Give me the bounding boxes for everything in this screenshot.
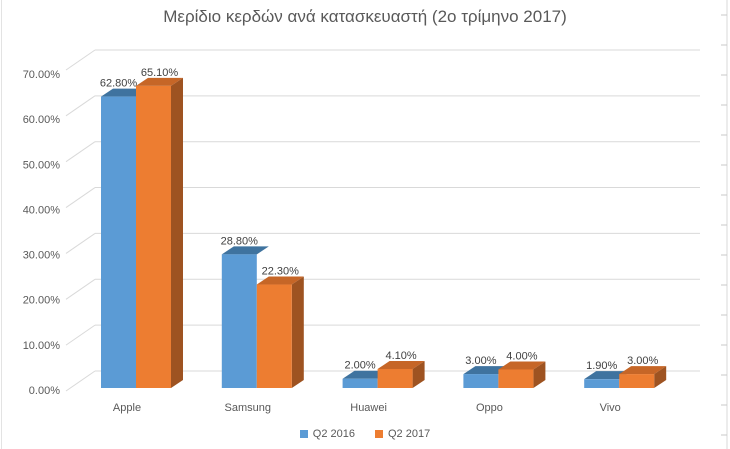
category-label-oppo: Oppo [476,402,503,414]
data-label-oppo-q2-2017: 4.00% [506,350,537,362]
gridline-depth-stub [65,95,96,117]
legend-marker-q2-2016 [299,430,308,438]
gridline-depth-stub [65,49,96,71]
legend-label-q2-2016: Q2 2016 [312,428,355,440]
gridline-depth-stub [65,187,96,208]
bar-side-samsung-q2-2017 [291,276,304,388]
bar-oppo-q2-2017[interactable] [498,369,534,388]
data-label-apple-q2-2017: 65.10% [141,67,179,79]
bar-top-huawei-q2-2017 [377,360,425,369]
gridline-depth-stub [65,370,96,392]
legend-label-q2-2017: Q2 2017 [388,428,431,440]
bar-vivo-q2-2016[interactable] [584,379,620,388]
legend: Q2 2016 Q2 2017 [0,428,730,440]
bar-samsung-q2-2016[interactable] [221,254,257,388]
data-label-oppo-q2-2016: 3.00% [465,355,496,367]
bar-huawei-q2-2016[interactable] [342,378,378,388]
y-tick-label: 50.00% [23,159,61,171]
bar-top-oppo-q2-2017 [498,361,546,370]
bar-top-apple-q2-2017 [136,77,183,86]
y-tick-label: 0.00% [29,385,60,397]
data-label-huawei-q2-2017: 4.10% [385,350,416,362]
bar-samsung-q2-2017[interactable] [256,284,292,388]
legend-marker-q2-2017 [375,430,383,438]
gridline-depth-stub [65,324,96,346]
y-tick-label: 70.00% [23,69,61,81]
gridline-depth-stub [65,141,96,163]
bar-side-huawei-q2-2017 [412,360,425,388]
category-label-apple: Apple [113,402,141,414]
y-tick-label: 10.00% [23,340,61,352]
data-label-samsung-q2-2016: 28.80% [221,235,259,247]
chart-title: Μερίδιο κερδών ανά κατασκευαστή (2ο τρίμ… [163,7,567,26]
legend-item-q2-2017[interactable]: Q2 2017 [375,428,430,440]
legend-item-q2-2016[interactable]: Q2 2016 [299,428,355,440]
bar-oppo-q2-2016[interactable] [463,374,499,388]
y-tick-label: 20.00% [23,295,61,307]
bar-top-samsung-q2-2017 [256,276,304,285]
category-label-vivo: Vivo [600,402,621,414]
bar-side-apple-q2-2017 [171,77,183,388]
data-label-samsung-q2-2017: 22.30% [262,266,300,278]
bar-apple-q2-2017[interactable] [136,85,171,388]
bar-vivo-q2-2017[interactable] [619,374,655,388]
bar-side-vivo-q2-2017 [654,366,667,388]
data-label-huawei-q2-2016: 2.00% [344,360,375,372]
data-label-vivo-q2-2016: 1.90% [586,360,617,372]
data-label-apple-q2-2016: 62.80% [100,78,138,90]
y-tick-label: 60.00% [23,114,61,126]
gridline-depth-stub [65,233,96,254]
bar-apple-q2-2016[interactable] [101,96,136,388]
bar-huawei-q2-2017[interactable] [377,368,413,388]
bar-top-vivo-q2-2017 [619,366,667,375]
gridline-depth-stub [65,278,96,300]
y-tick-label: 40.00% [23,204,61,216]
bar-top-samsung-q2-2016 [221,246,269,255]
category-label-huawei: Huawei [350,402,387,414]
category-label-samsung: Samsung [225,402,271,414]
y-tick-label: 30.00% [23,250,61,262]
data-label-vivo-q2-2017: 3.00% [627,355,658,367]
bar-side-oppo-q2-2017 [533,361,546,388]
